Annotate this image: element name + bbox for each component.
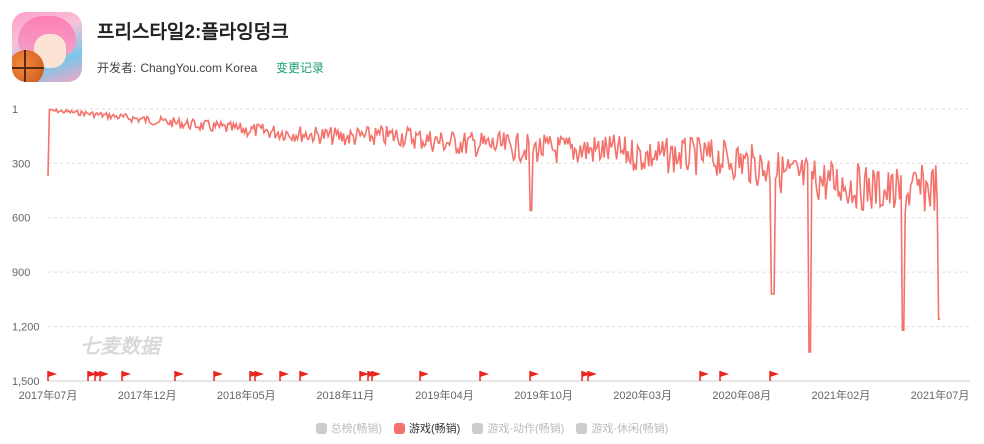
flag-marker[interactable] bbox=[587, 371, 597, 381]
flag-marker[interactable] bbox=[419, 371, 429, 381]
flag-marker[interactable] bbox=[99, 371, 109, 381]
flag-marker[interactable] bbox=[299, 371, 309, 381]
flag-markers bbox=[47, 371, 779, 381]
flag-marker[interactable] bbox=[699, 371, 709, 381]
y-tick-label: 600 bbox=[12, 213, 30, 225]
x-tick-label: 2018年05月 bbox=[217, 388, 276, 402]
changelog-link[interactable]: 变更记录 bbox=[276, 61, 325, 75]
legend-label: 总榜(畅销) bbox=[330, 423, 382, 435]
legend-item[interactable]: 游戏-动作(畅销) bbox=[472, 420, 564, 436]
x-tick-label: 2018年11月 bbox=[316, 388, 374, 402]
series-line-group bbox=[47, 107, 940, 353]
x-tick-label: 2021年07月 bbox=[911, 388, 970, 402]
x-tick-label: 2019年10月 bbox=[514, 388, 573, 402]
x-tick-label: 2017年12月 bbox=[118, 388, 177, 402]
legend-item[interactable]: 游戏(畅销) bbox=[394, 420, 460, 436]
y-tick-label: 1 bbox=[12, 104, 18, 116]
x-tick-label: 2017年07月 bbox=[19, 388, 78, 402]
flag-marker[interactable] bbox=[47, 371, 57, 381]
series-line-games-grossing bbox=[47, 107, 940, 353]
legend-swatch bbox=[315, 423, 327, 434]
flag-marker[interactable] bbox=[359, 371, 369, 381]
developer-name: ChangYou.com Korea bbox=[140, 61, 258, 75]
developer-label: 开发者: bbox=[97, 61, 137, 75]
flag-marker[interactable] bbox=[769, 371, 779, 381]
legend-item[interactable]: 游戏-休闲(畅销) bbox=[576, 420, 668, 436]
flag-marker[interactable] bbox=[719, 371, 729, 381]
x-tick-label: 2021年02月 bbox=[812, 388, 871, 402]
flag-marker[interactable] bbox=[529, 371, 539, 381]
flag-marker[interactable] bbox=[479, 371, 489, 381]
flag-marker[interactable] bbox=[213, 371, 223, 381]
x-tick-label: 2020年03月 bbox=[613, 388, 672, 402]
flag-marker[interactable] bbox=[279, 371, 289, 381]
flag-marker[interactable] bbox=[371, 371, 381, 381]
developer-info: 开发者: ChangYou.com Korea bbox=[97, 59, 257, 76]
app-icon bbox=[12, 12, 82, 82]
x-tick-label: 2019年04月 bbox=[415, 388, 474, 402]
flag-marker[interactable] bbox=[254, 371, 264, 381]
x-tick-label: 2020年08月 bbox=[712, 388, 771, 402]
flag-marker[interactable] bbox=[121, 371, 131, 381]
legend-label: 游戏(畅销) bbox=[409, 423, 461, 435]
legend-label: 游戏-休闲(畅销) bbox=[591, 423, 669, 435]
chart-grid bbox=[48, 108, 970, 382]
app-title: 프리스타일2:플라잉덩크 bbox=[97, 22, 289, 43]
flag-marker[interactable] bbox=[87, 371, 97, 381]
legend-swatch bbox=[576, 423, 588, 434]
flag-marker[interactable] bbox=[174, 371, 184, 381]
x-axis-ticks: 2017年07月 2017年12月 2018年05月 2018年11月 2019年04月… bbox=[19, 388, 970, 402]
y-tick-label: 1,500 bbox=[12, 376, 40, 388]
legend-item[interactable]: 总榜(畅销) bbox=[315, 420, 382, 436]
legend-swatch bbox=[472, 423, 484, 434]
y-tick-label: 1,200 bbox=[12, 322, 40, 334]
y-tick-label: 900 bbox=[12, 267, 30, 279]
flag-marker[interactable] bbox=[581, 371, 591, 381]
y-axis-ticks: 1 300 600 900 1,200 1,500 bbox=[12, 104, 40, 388]
y-tick-label: 300 bbox=[12, 158, 30, 170]
chart-legend: 总榜(畅销) 游戏(畅销) 游戏-动作(畅销) 游戏-休闲(畅销) bbox=[0, 420, 984, 436]
legend-swatch bbox=[394, 423, 405, 434]
legend-label: 游戏-动作(畅销) bbox=[487, 423, 565, 435]
watermark: 七麦数据 bbox=[80, 334, 163, 358]
